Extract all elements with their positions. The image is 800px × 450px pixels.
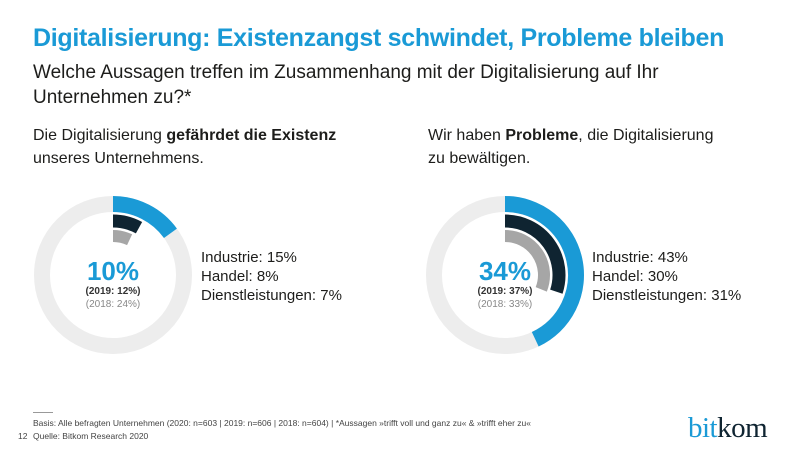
legend-handel: Handel: 30% [592,268,678,285]
chart-title-existence: Die Digitalisierung gefährdet die Existe… [33,124,363,170]
arc-dienstleistungen [112,230,133,246]
page-title: Digitalisierung: Existenzangst schwindet… [33,24,725,52]
value-2018: (2018: 33%) [477,299,533,310]
legend-existence: Industrie: 15% Handel: 8% Dienstleistung… [201,248,342,305]
chart-title-part: unseres Unternehmens. [33,150,204,167]
chart-title-bold: Probleme [505,127,579,144]
center-label-existence: 10% (2019: 12%) (2018: 24%) [63,257,163,311]
arc-industrie [504,196,584,347]
footer-source: Quelle: Bitkom Research 2020 [33,431,149,441]
legend-industrie: Industrie: 15% [201,249,297,266]
value-2018: (2018: 24%) [85,299,141,310]
chart-title-problems: Wir haben Probleme, die Digitalisierung … [428,124,728,170]
arc-handel [112,214,143,234]
page-number: 12 [18,431,28,441]
question-text: Welche Aussagen treffen im Zusammenhang … [33,62,659,108]
donut-chart-problems [426,196,584,354]
total-value: 34% [478,256,532,286]
legend-problems: Industrie: 43% Handel: 30% Dienstleistun… [592,248,741,305]
total-value: 10% [86,256,140,286]
chart-title-part: Wir haben [428,127,506,144]
arc-industrie [112,196,177,239]
arc-dienstleistungen [504,230,550,292]
arc-handel [504,214,566,294]
footer-basis: Basis: Alle befragten Unternehmen (2020:… [33,418,531,428]
bitkom-logo: bitkom [688,412,768,445]
chart-title-part: Die Digitalisierung [33,127,167,144]
donut-chart-existence [34,196,192,354]
legend-industrie: Industrie: 43% [592,249,688,266]
legend-dienstleistungen: Dienstleistungen: 31% [592,287,742,304]
value-2019: (2019: 37%) [477,286,533,297]
logo-part: kom [717,412,768,444]
footer-divider [33,412,53,413]
legend-handel: Handel: 8% [201,268,279,285]
value-2019: (2019: 12%) [85,286,141,297]
chart-title-part: , die Digitalisierung zu bewältigen. [428,127,714,167]
legend-dienstleistungen: Dienstleistungen: 7% [201,287,342,304]
logo-part: bit [688,412,718,444]
center-label-problems: 34% (2019: 37%) (2018: 33%) [455,257,555,311]
chart-title-bold: gefährdet die Existenz [166,127,337,144]
